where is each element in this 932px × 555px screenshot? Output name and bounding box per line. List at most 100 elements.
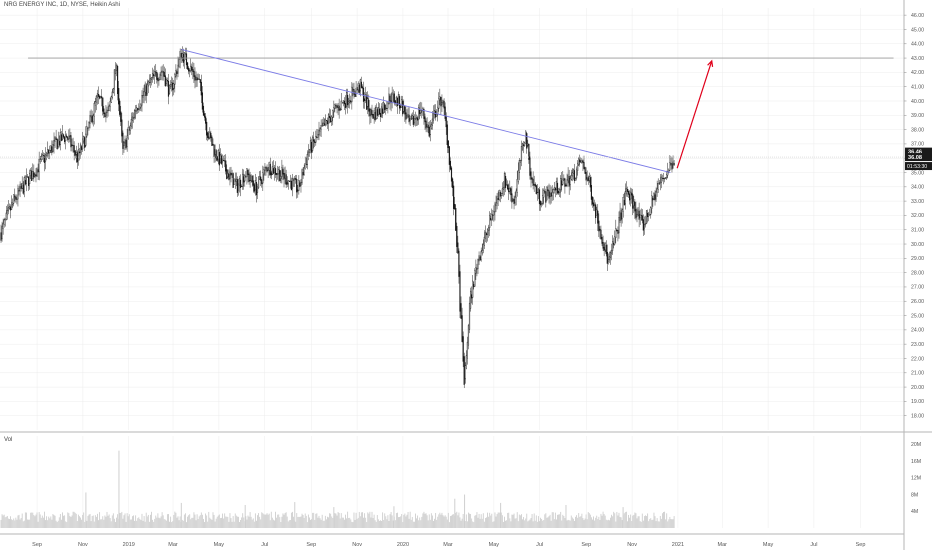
volume-bar: [157, 513, 159, 528]
candle: [124, 135, 126, 150]
candle: [85, 126, 87, 148]
candle: [233, 178, 235, 185]
candle: [502, 180, 505, 197]
volume-bar: [617, 515, 619, 528]
volume-bar: [663, 511, 664, 528]
volume-bar: [544, 514, 546, 528]
volume-bar: [144, 521, 146, 528]
volume-bar: [213, 514, 215, 528]
volume-bar: [112, 513, 114, 528]
volume-bar: [526, 513, 528, 528]
candle: [90, 109, 92, 123]
volume-bar: [137, 518, 139, 528]
volume-bar: [595, 517, 597, 528]
candle: [35, 168, 37, 183]
volume-bar: [364, 513, 366, 528]
candle: [191, 63, 193, 76]
projection-arrow: [676, 60, 713, 169]
candle: [361, 84, 364, 96]
candle: [306, 150, 308, 170]
candle: [56, 138, 58, 150]
candle: [247, 169, 249, 183]
candle: [76, 150, 78, 170]
candle: [0, 224, 2, 243]
volume-bar: [541, 518, 543, 528]
candle: [162, 64, 164, 81]
candle: [612, 235, 614, 256]
volume-bar: [325, 519, 327, 528]
candle: [278, 166, 280, 182]
candle: [312, 135, 314, 153]
candle: [173, 79, 175, 96]
candle: [474, 268, 476, 287]
volume-bar: [246, 519, 248, 528]
volume-bar: [231, 521, 233, 528]
volume-bar: [107, 515, 109, 528]
candle: [202, 102, 205, 117]
volume-bar: [66, 522, 68, 528]
volume-bar: [409, 511, 411, 528]
candle: [198, 74, 200, 80]
candle: [556, 177, 559, 195]
volume-bar: [501, 515, 503, 528]
candle: [4, 218, 6, 227]
candle: [483, 230, 485, 250]
volume-bar: [102, 516, 104, 528]
candle: [20, 182, 22, 192]
volume-bar: [601, 515, 603, 528]
candle: [515, 188, 517, 206]
candle: [163, 66, 165, 77]
candle: [615, 219, 617, 244]
candle: [238, 175, 241, 193]
candle: [494, 201, 496, 221]
volume-bar: [250, 516, 252, 528]
volume-bar: [546, 517, 548, 528]
volume-bar: [431, 515, 433, 528]
candle: [182, 48, 184, 67]
volume-bar: [121, 511, 123, 528]
candle: [626, 186, 629, 198]
volume-bar: [380, 520, 381, 528]
candle: [296, 174, 298, 199]
time-tick-label: Mar: [718, 542, 728, 548]
volume-bar: [259, 516, 261, 528]
candle: [351, 82, 353, 110]
chart-title: NRG ENERGY INC, 1D, NYSE, Heikin Ashi: [4, 2, 120, 8]
volume-bar: [444, 515, 446, 528]
volume-bar: [70, 516, 72, 528]
candle: [492, 209, 494, 221]
candle: [217, 148, 219, 165]
volume-bar: [171, 522, 173, 528]
volume-bar: [455, 512, 457, 528]
volume-bar: [178, 520, 180, 528]
volume-bar: [446, 519, 448, 528]
candle: [329, 108, 331, 124]
volume-bar: [205, 513, 207, 528]
volume-bar: [18, 514, 20, 528]
volume-bar: [52, 514, 54, 528]
candle: [337, 102, 339, 116]
candle: [168, 84, 171, 95]
time-tick-label: Sep: [32, 542, 42, 548]
volume-bar: [577, 517, 579, 528]
volume-bar: [166, 514, 168, 528]
candle: [207, 131, 209, 142]
candle: [444, 102, 446, 122]
volume-bar: [154, 518, 156, 528]
volume-bar: [378, 520, 380, 528]
volume-bar: [365, 517, 367, 528]
candle: [648, 212, 650, 222]
candle: [453, 181, 455, 216]
volume-spike: [180, 502, 182, 528]
candle: [88, 121, 90, 131]
volume-bar: [572, 518, 574, 528]
candle: [344, 95, 347, 115]
candle: [208, 131, 210, 141]
candle: [411, 112, 413, 120]
volume-bar: [286, 516, 288, 528]
candle: [420, 101, 422, 117]
volume-bar: [554, 512, 556, 528]
price-tick-label: 22.00: [911, 356, 924, 362]
